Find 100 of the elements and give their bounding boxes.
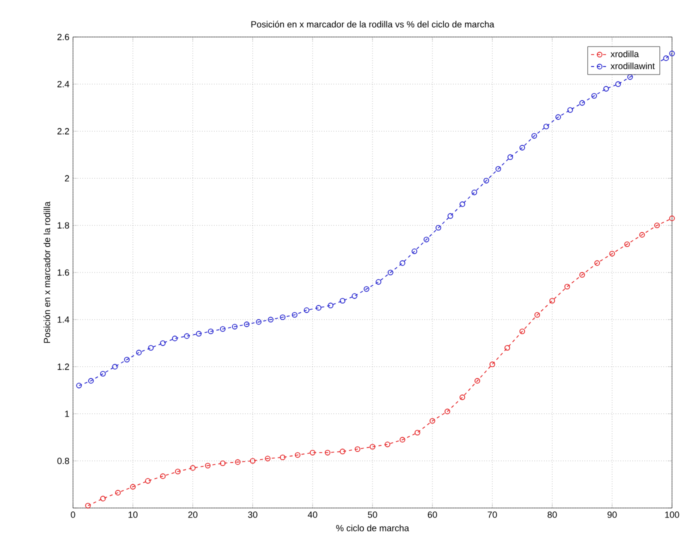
point [264, 456, 270, 462]
y-tick-label: 2.6 [57, 34, 70, 40]
point [145, 478, 151, 484]
point [627, 74, 633, 80]
point [388, 270, 394, 276]
point [424, 236, 430, 242]
y-tick-label: 1 [65, 410, 70, 417]
point [340, 298, 346, 304]
point [579, 100, 585, 106]
point [663, 55, 669, 61]
point [175, 468, 181, 474]
x-tick-label: 50 [368, 512, 378, 518]
point [196, 330, 202, 337]
point [484, 178, 490, 184]
y-tick-label: 2.4 [57, 80, 70, 88]
point [220, 460, 226, 466]
point [115, 490, 121, 496]
point [204, 462, 211, 468]
x-tick-label: 70 [488, 512, 497, 518]
point [364, 286, 370, 292]
point [256, 319, 262, 325]
point [148, 345, 154, 351]
point [412, 248, 418, 254]
point [124, 356, 130, 362]
point [594, 260, 600, 266]
point [280, 314, 286, 320]
point [534, 312, 540, 318]
point [172, 336, 178, 342]
point [292, 312, 298, 318]
point [474, 378, 480, 384]
point [376, 279, 382, 285]
point [310, 450, 316, 456]
point [100, 496, 106, 502]
x-tick-label: 0 [70, 512, 76, 518]
point [603, 86, 609, 92]
point [400, 436, 406, 442]
point [564, 284, 570, 290]
point [280, 454, 286, 460]
point [316, 305, 322, 311]
y-tick-label: 2.2 [57, 128, 70, 134]
legend-label: xrodillawint [610, 62, 655, 70]
x-tick-label: 40 [308, 512, 318, 518]
point [519, 144, 526, 150]
point [609, 250, 615, 256]
y-tick-label: 1.8 [58, 222, 70, 229]
y-tick-label: 1.6 [58, 269, 70, 276]
point [100, 370, 106, 377]
point [294, 452, 300, 458]
x-tick-label: 60 [428, 512, 438, 518]
point [190, 465, 196, 471]
y-tick-label: 1.4 [58, 316, 70, 323]
point [460, 394, 466, 400]
point [76, 382, 82, 388]
y-tick-label: 1.2 [58, 364, 70, 370]
x-tick-label: 90 [608, 512, 617, 518]
point [669, 216, 675, 222]
point [184, 333, 190, 339]
point [555, 114, 561, 120]
point [444, 408, 450, 414]
point [354, 446, 360, 452]
point [531, 133, 538, 139]
point [543, 124, 550, 130]
point [654, 222, 660, 228]
y-tick-label: 2 [64, 175, 70, 182]
point [448, 213, 454, 219]
point [250, 458, 256, 464]
y-tick-label: 0.8 [57, 458, 70, 464]
point [591, 93, 597, 99]
x-tick-label: 30 [248, 512, 258, 518]
point [490, 362, 496, 368]
point [519, 328, 526, 334]
point [504, 345, 510, 351]
point [244, 322, 250, 328]
point [232, 324, 238, 330]
x-axis-title: % ciclo de marcha [336, 524, 410, 532]
point [436, 224, 442, 231]
x-tick-label: 20 [188, 512, 198, 518]
point [130, 484, 136, 490]
point [414, 430, 420, 436]
y-axis-title: Posición en x marcador de la rodilla [43, 202, 50, 343]
point [88, 378, 94, 384]
point [85, 502, 91, 508]
point [384, 442, 390, 448]
point [370, 444, 376, 450]
point [160, 340, 166, 346]
point [639, 232, 645, 238]
point [624, 241, 630, 248]
point [496, 166, 502, 172]
x-tick-label: 10 [128, 512, 138, 518]
point [549, 298, 555, 304]
point [352, 293, 358, 299]
point [268, 316, 274, 322]
point [579, 272, 585, 278]
point [112, 364, 118, 370]
point [615, 81, 621, 87]
point [220, 326, 226, 332]
point [340, 448, 346, 454]
point [136, 350, 142, 356]
point [208, 328, 214, 334]
point [400, 260, 406, 266]
